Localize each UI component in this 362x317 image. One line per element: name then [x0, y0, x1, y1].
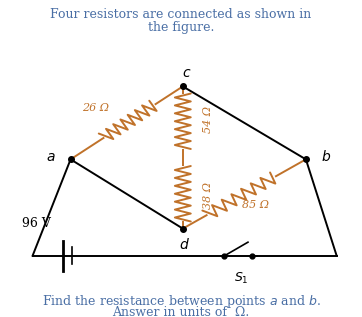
Text: $S_1$: $S_1$	[234, 270, 249, 286]
Text: Find the resistance between points $a$ and $b$.: Find the resistance between points $a$ a…	[42, 293, 320, 310]
Text: 54 Ω: 54 Ω	[203, 106, 213, 133]
Text: Answer in units of  Ω.: Answer in units of Ω.	[112, 306, 250, 317]
Text: $d$: $d$	[179, 237, 190, 252]
Text: the figure.: the figure.	[148, 21, 214, 34]
Text: Four resistors are connected as shown in: Four resistors are connected as shown in	[50, 8, 312, 21]
Text: 38 Ω: 38 Ω	[203, 182, 213, 209]
Text: $b$: $b$	[321, 149, 331, 165]
Text: $c$: $c$	[182, 66, 191, 80]
Text: 85 Ω: 85 Ω	[242, 200, 269, 210]
Text: $a$: $a$	[46, 150, 55, 164]
Text: 96 V: 96 V	[22, 217, 51, 230]
Text: 26 Ω: 26 Ω	[83, 103, 109, 113]
